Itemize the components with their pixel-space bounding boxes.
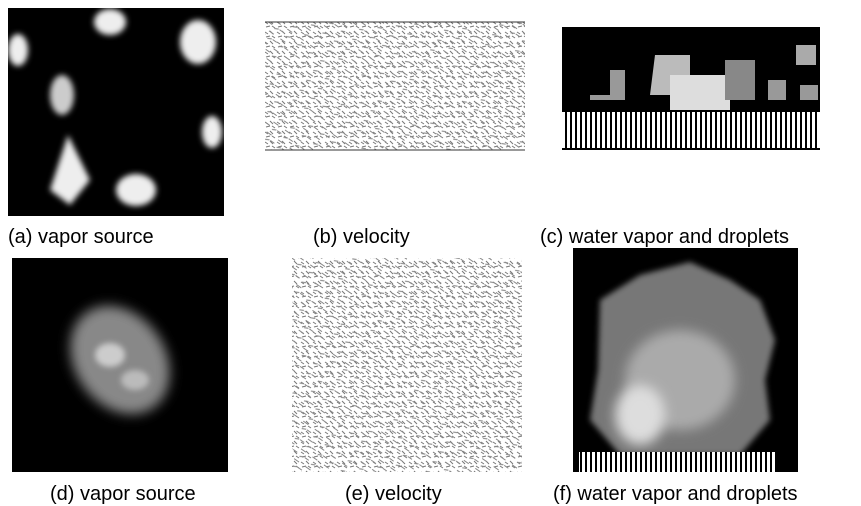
caption: (f) water vapor and droplets bbox=[553, 483, 798, 505]
caption: (c) water vapor and droplets bbox=[540, 226, 789, 248]
panel-b bbox=[265, 22, 525, 150]
panel-a bbox=[8, 8, 224, 216]
caption: (e) velocity bbox=[345, 483, 442, 505]
panel-e bbox=[292, 258, 522, 472]
figure: (a) vapor source (b) velocity (c) water … bbox=[0, 0, 861, 506]
panel-d bbox=[12, 258, 228, 472]
panel-f bbox=[573, 248, 798, 472]
panel-c bbox=[562, 27, 820, 150]
caption: (d) vapor source bbox=[50, 483, 196, 505]
page: (a) vapor source (b) velocity (c) water … bbox=[0, 0, 861, 506]
caption: (a) vapor source bbox=[8, 226, 154, 248]
caption: (b) velocity bbox=[313, 226, 410, 248]
